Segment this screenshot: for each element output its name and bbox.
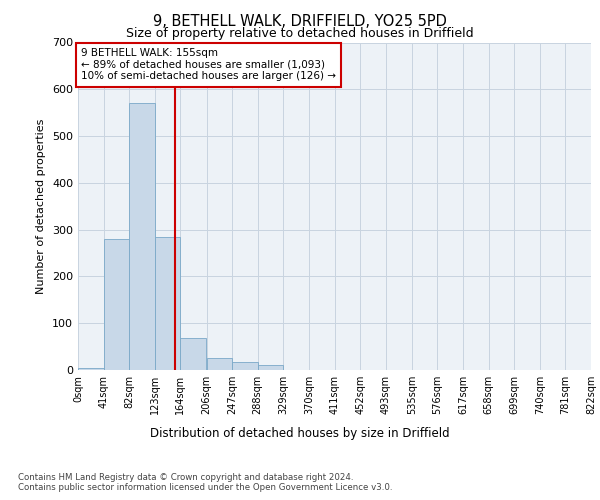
Text: 9 BETHELL WALK: 155sqm
← 89% of detached houses are smaller (1,093)
10% of semi-: 9 BETHELL WALK: 155sqm ← 89% of detached… [81, 48, 336, 82]
Y-axis label: Number of detached properties: Number of detached properties [37, 118, 46, 294]
Bar [181, 338, 206, 370]
Bar [206, 358, 232, 370]
Text: Distribution of detached houses by size in Driffield: Distribution of detached houses by size … [150, 428, 450, 440]
Bar [104, 239, 129, 370]
Text: Contains public sector information licensed under the Open Government Licence v3: Contains public sector information licen… [18, 484, 392, 492]
Bar [155, 236, 181, 370]
Bar [232, 362, 258, 370]
Bar [129, 104, 155, 370]
Text: Size of property relative to detached houses in Driffield: Size of property relative to detached ho… [126, 28, 474, 40]
Text: Contains HM Land Registry data © Crown copyright and database right 2024.: Contains HM Land Registry data © Crown c… [18, 472, 353, 482]
Text: 9, BETHELL WALK, DRIFFIELD, YO25 5PD: 9, BETHELL WALK, DRIFFIELD, YO25 5PD [153, 14, 447, 29]
Bar [78, 368, 104, 370]
Bar [258, 366, 283, 370]
